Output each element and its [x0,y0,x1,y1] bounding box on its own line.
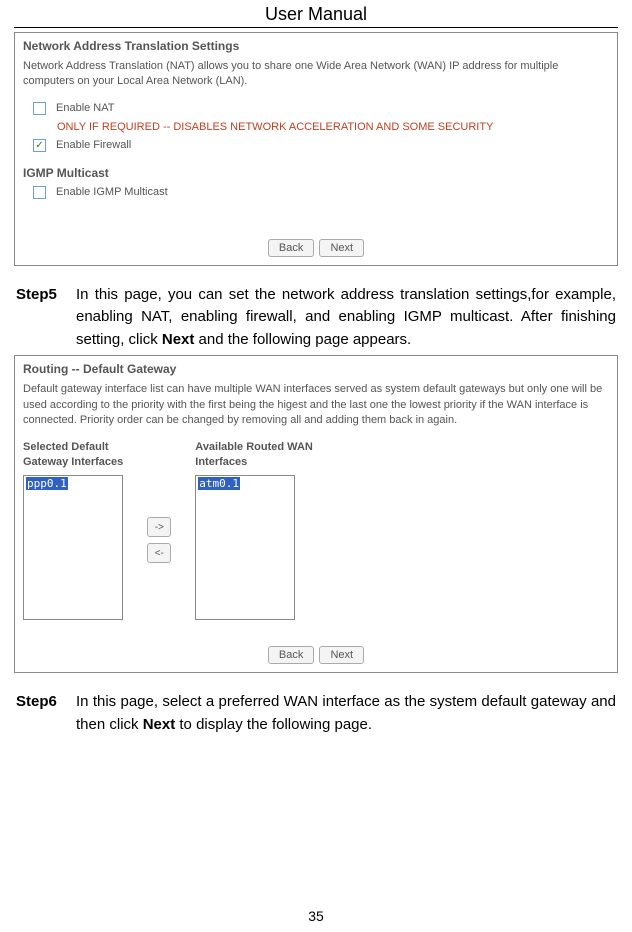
step6-label: Step6 [16,691,76,736]
selected-gateway-listbox[interactable]: ppp0.1 [23,475,123,620]
enable-nat-label: Enable NAT [56,102,115,114]
enable-nat-row: Enable NAT [33,102,609,115]
gateway-screenshot: Routing -- Default Gateway Default gatew… [14,355,618,673]
gateway-section-title: Routing -- Default Gateway [23,362,609,376]
nat-section-desc: Network Address Translation (NAT) allows… [23,59,609,90]
gateway-section-desc: Default gateway interface list can have … [23,382,609,428]
move-left-button[interactable]: <- [147,543,171,563]
selected-gateway-col: Selected Default Gateway Interfaces ppp0… [23,440,123,620]
nat-button-row: Back Next [23,239,609,257]
nat-section-title: Network Address Translation Settings [23,39,609,53]
step5-label: Step5 [16,284,76,352]
page-header-title: User Manual [14,0,618,28]
enable-firewall-row: ✓ Enable Firewall [33,139,609,152]
move-right-button[interactable]: -> [147,517,171,537]
step6-block: Step6 In this page, select a preferred W… [0,683,632,740]
step5-block: Step5 In this page, you can set the netw… [0,276,632,356]
enable-firewall-checkbox[interactable]: ✓ [33,139,46,152]
next-button[interactable]: Next [319,646,364,664]
enable-firewall-label: Enable Firewall [56,139,131,151]
step5-text: In this page, you can set the network ad… [76,284,616,352]
step6-text: In this page, select a preferred WAN int… [76,691,616,736]
back-button[interactable]: Back [268,239,314,257]
nat-settings-screenshot: Network Address Translation Settings Net… [14,32,618,266]
igmp-section-title: IGMP Multicast [23,166,609,180]
available-gateway-col: Available Routed WAN Interfaces atm0.1 [195,440,313,620]
available-gateway-listbox[interactable]: atm0.1 [195,475,295,620]
nat-warning-text: ONLY IF REQUIRED -- DISABLES NETWORK ACC… [57,121,609,133]
page-number: 35 [0,908,632,924]
available-gateway-item[interactable]: atm0.1 [198,477,240,490]
enable-igmp-checkbox[interactable] [33,186,46,199]
arrow-buttons: -> <- [123,460,195,620]
enable-igmp-row: Enable IGMP Multicast [33,186,609,199]
selected-gateway-label: Selected Default Gateway Interfaces [23,440,123,469]
selected-gateway-item[interactable]: ppp0.1 [26,477,68,490]
gateway-button-row: Back Next [23,646,609,664]
enable-igmp-label: Enable IGMP Multicast [56,186,168,198]
next-button[interactable]: Next [319,239,364,257]
back-button[interactable]: Back [268,646,314,664]
available-gateway-label: Available Routed WAN Interfaces [195,440,313,469]
gateway-columns: Selected Default Gateway Interfaces ppp0… [23,440,609,620]
enable-nat-checkbox[interactable] [33,102,46,115]
